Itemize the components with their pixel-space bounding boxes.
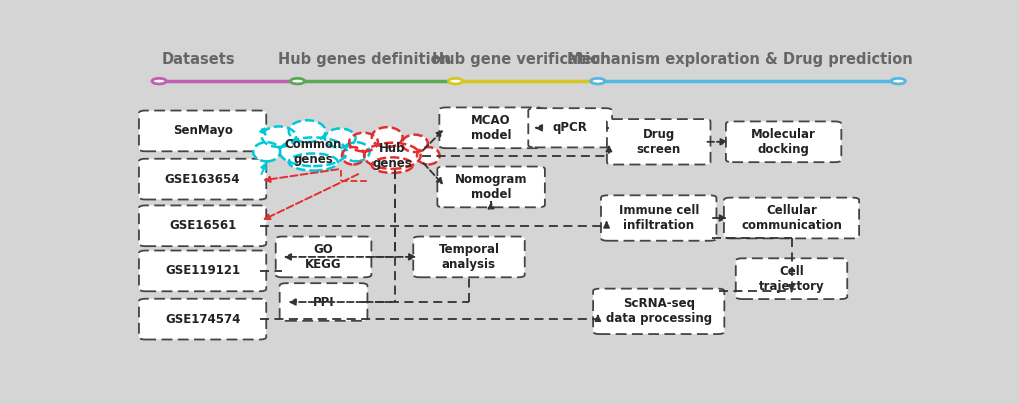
Ellipse shape (364, 143, 420, 169)
Text: SenMayo: SenMayo (172, 124, 232, 137)
Text: Hub gene verification: Hub gene verification (431, 52, 610, 67)
Ellipse shape (262, 126, 296, 147)
FancyBboxPatch shape (139, 250, 266, 291)
FancyBboxPatch shape (723, 198, 858, 238)
Text: Hub genes definition: Hub genes definition (278, 52, 450, 67)
Ellipse shape (348, 133, 378, 152)
Text: Cellular
communication: Cellular communication (741, 204, 841, 232)
Ellipse shape (342, 142, 369, 161)
Text: Mechanism exploration & Drug prediction: Mechanism exploration & Drug prediction (567, 52, 912, 67)
Ellipse shape (279, 137, 346, 166)
FancyBboxPatch shape (275, 236, 371, 277)
Text: GO
KEGG: GO KEGG (305, 243, 341, 271)
FancyBboxPatch shape (726, 122, 841, 162)
FancyBboxPatch shape (437, 166, 544, 207)
Ellipse shape (371, 127, 403, 147)
Text: Drug
screen: Drug screen (636, 128, 680, 156)
Ellipse shape (401, 135, 427, 152)
Ellipse shape (341, 147, 364, 164)
FancyBboxPatch shape (413, 236, 524, 277)
Text: Temporal
analysis: Temporal analysis (438, 243, 499, 271)
FancyBboxPatch shape (139, 205, 266, 246)
Ellipse shape (417, 147, 439, 164)
FancyBboxPatch shape (279, 283, 367, 321)
Circle shape (290, 78, 305, 84)
Text: Hub
genes: Hub genes (372, 142, 412, 170)
Text: Immune cell
infiltration: Immune cell infiltration (618, 204, 698, 232)
FancyBboxPatch shape (592, 288, 723, 334)
Text: GSE119121: GSE119121 (165, 264, 239, 278)
FancyBboxPatch shape (600, 195, 715, 241)
Ellipse shape (371, 158, 413, 173)
FancyBboxPatch shape (439, 107, 542, 148)
Circle shape (448, 78, 463, 84)
Text: Cell
trajectory: Cell trajectory (758, 265, 823, 292)
FancyBboxPatch shape (139, 159, 266, 200)
Text: MCAO
model: MCAO model (471, 114, 511, 142)
Text: PPI: PPI (313, 295, 334, 309)
Text: Molecular
docking: Molecular docking (750, 128, 815, 156)
Ellipse shape (325, 128, 356, 147)
Text: Nomogram
model: Nomogram model (454, 173, 527, 201)
Text: GSE16561: GSE16561 (169, 219, 236, 232)
Circle shape (891, 78, 905, 84)
Text: Common
genes: Common genes (284, 138, 341, 166)
FancyBboxPatch shape (139, 111, 266, 151)
Circle shape (152, 78, 166, 84)
Circle shape (590, 78, 604, 84)
Text: GSE174574: GSE174574 (165, 313, 240, 326)
Text: GSE163654: GSE163654 (165, 173, 240, 185)
Text: Datasets: Datasets (162, 52, 235, 67)
Ellipse shape (288, 154, 337, 170)
FancyBboxPatch shape (606, 119, 710, 164)
FancyBboxPatch shape (528, 108, 611, 147)
FancyBboxPatch shape (735, 258, 847, 299)
Ellipse shape (288, 120, 325, 142)
Ellipse shape (253, 142, 280, 161)
Text: qPCR: qPCR (552, 121, 587, 134)
FancyBboxPatch shape (139, 299, 266, 339)
Text: ScRNA-seq
data processing: ScRNA-seq data processing (605, 297, 711, 325)
